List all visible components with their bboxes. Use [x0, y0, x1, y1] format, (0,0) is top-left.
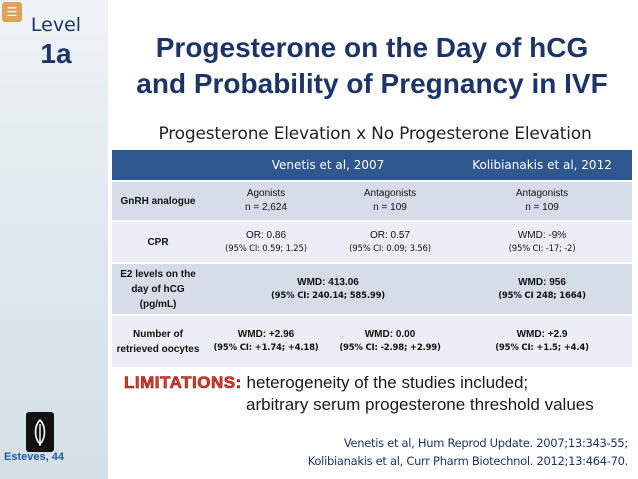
slide-subtitle: Progesterone Elevation x No Progesterone…	[158, 124, 592, 144]
cell-main: Antagonists	[363, 188, 417, 199]
title-line-1: Progesterone on the Day of hCG	[155, 32, 589, 63]
header-blank	[112, 148, 204, 181]
cell-main: WMD: -9%	[517, 229, 567, 241]
cell-e2-kolibianakis: WMD: 956 (95% CI 248; 1664)	[452, 262, 633, 315]
cell-oocytes-kolibianakis: WMD: +2.9 (95% CI: +1.5; +4.4)	[452, 314, 633, 367]
table-row: E2 levels on the day of hCG (pg/mL) WMD:…	[112, 262, 633, 315]
cell-gnrh-antagonists: Antagonists n = 109	[328, 180, 453, 221]
cell-main: WMD: 956	[518, 276, 566, 288]
cell-sub: n = 109	[525, 202, 559, 213]
reference-2: Kolibianakis et al, Curr Pharm Biotechno…	[307, 454, 629, 468]
cell-oocytes-agonists: WMD: +2.96 (95% CI: +1.74; +4.18)	[204, 314, 328, 367]
evidence-level-badge: Level 1a	[24, 10, 88, 92]
cell-cpr-agonists: OR: 0.86 (95% CI: 0.59; 1.25)	[204, 220, 328, 263]
cell-sub: n = 2,624	[245, 202, 287, 213]
level-value: 1a	[40, 38, 72, 69]
cell-ci: (95% CI: 240.14; 585.99)	[271, 290, 385, 301]
cell-gnrh-kolibianakis: Antagonists n = 109	[452, 180, 633, 221]
table-row: GnRH analogue Agonists n = 2,624 Antagon…	[112, 180, 633, 221]
table-header-row: Venetis et al, 2007 Kolibianakis et al, …	[112, 148, 633, 181]
cell-main: WMD: 413.06	[297, 276, 359, 288]
header-venetis: Venetis et al, 2007	[204, 148, 453, 181]
cell-oocytes-antagonists: WMD: 0.00 (95% CI: -2.98; +2.99)	[328, 314, 453, 367]
slide-title: Progesterone on the Day of hCG and Proba…	[112, 30, 632, 102]
cell-e2-venetis: WMD: 413.06 (95% CI: 240.14; 585.99)	[204, 262, 453, 315]
cell-main: WMD: 0.00	[364, 329, 416, 340]
cell-main: OR: 0.57	[369, 229, 411, 241]
row-label-e2: E2 levels on the day of hCG (pg/mL)	[112, 262, 204, 315]
cell-ci: (95% CI: 0.59; 1.25)	[225, 243, 307, 254]
cell-main: Antagonists	[515, 188, 569, 199]
cell-ci: (95% CI: -2.98; +2.99)	[339, 343, 441, 353]
author-tag: Esteves, 44	[4, 451, 64, 463]
header-kolibianakis: Kolibianakis et al, 2012	[452, 148, 633, 181]
reference-1: Venetis et al, Hum Reprod Update. 2007;1…	[343, 436, 628, 450]
title-line-2: and Probability of Pregnancy in IVF	[136, 68, 608, 99]
row-label-cpr: CPR	[112, 220, 204, 263]
cell-ci: (95% CI: +1.74; +4.18)	[213, 343, 319, 353]
limitations-line-2: arbitrary serum progesterone threshold v…	[246, 395, 594, 414]
cell-cpr-antagonists: OR: 0.57 (95% CI: 0.09; 3.56)	[328, 220, 453, 263]
cell-sub: n = 109	[373, 202, 407, 213]
cell-main: Agonists	[246, 188, 286, 199]
cell-cpr-kolibianakis: WMD: -9% (95% CI: -17; -2)	[452, 220, 633, 263]
row-label-gnrh: GnRH analogue	[112, 180, 204, 221]
logo-icon	[26, 412, 54, 452]
table-row: CPR OR: 0.86 (95% CI: 0.59; 1.25) OR: 0.…	[112, 220, 633, 263]
limitations-note: LIMITATIONS: heterogeneity of the studie…	[124, 372, 634, 416]
row-label-oocytes: Number of retrieved oocytes	[112, 314, 204, 367]
limitations-line-1: heterogeneity of the studies included;	[246, 373, 529, 392]
sidebar: ☰ Level 1a Esteves, 44	[0, 0, 108, 479]
results-table: Venetis et al, 2007 Kolibianakis et al, …	[112, 148, 633, 367]
cell-main: WMD: +2.9	[516, 329, 568, 340]
level-label: Level	[30, 14, 82, 36]
cell-main: OR: 0.86	[245, 229, 287, 241]
cell-main: WMD: +2.96	[237, 329, 295, 340]
limitations-label: LIMITATIONS:	[124, 373, 242, 393]
app-corner-icon[interactable]: ☰	[2, 2, 22, 22]
cell-ci: (95% CI: +1.5; +4.4)	[495, 343, 589, 353]
cell-ci: (95% CI 248; 1664)	[498, 290, 586, 301]
table-row: Number of retrieved oocytes WMD: +2.96 (…	[112, 314, 633, 367]
references: Venetis et al, Hum Reprod Update. 2007;1…	[307, 434, 629, 470]
cell-gnrh-agonists: Agonists n = 2,624	[204, 180, 328, 221]
cell-ci: (95% CI: -17; -2)	[508, 243, 576, 254]
cell-ci: (95% CI: 0.09; 3.56)	[349, 243, 431, 254]
